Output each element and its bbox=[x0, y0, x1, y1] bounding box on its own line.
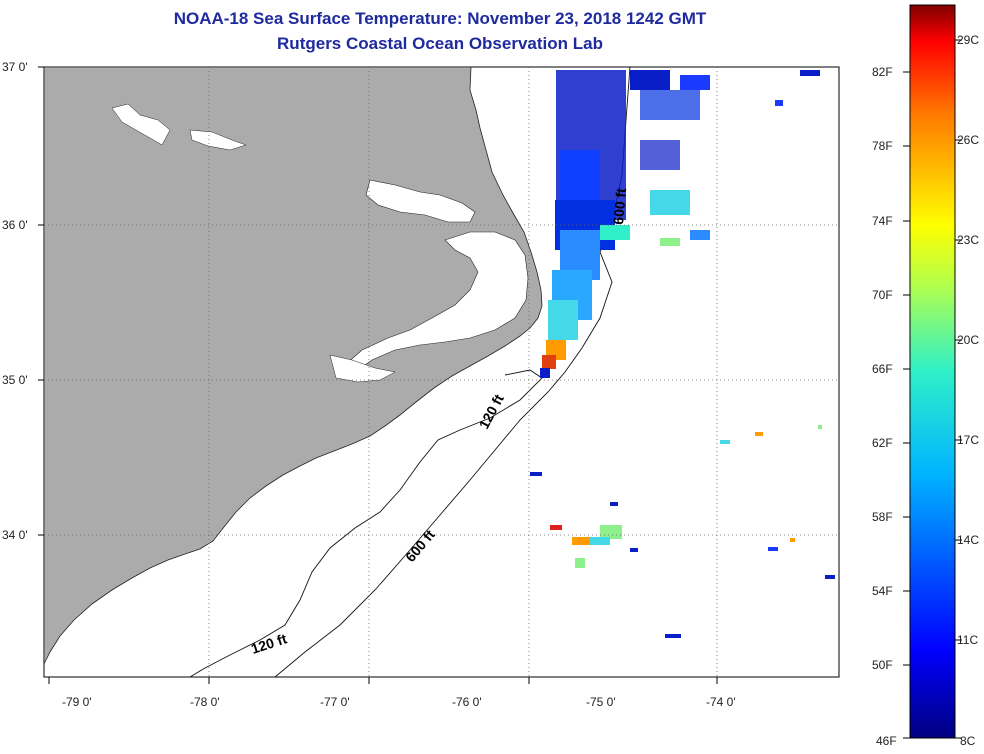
cbar-c-26: 26C bbox=[957, 133, 979, 147]
cbar-c-29: 29C bbox=[957, 33, 979, 47]
graticule bbox=[44, 67, 839, 677]
albemarle-sound bbox=[365, 179, 476, 223]
cbar-f-70: 70F bbox=[872, 288, 893, 302]
cbar-c-14: 14C bbox=[957, 533, 979, 547]
lake-white-2 bbox=[189, 129, 247, 151]
depth-label-600-north: 600 ft bbox=[610, 187, 629, 225]
cbar-f-62: 62F bbox=[872, 436, 893, 450]
pamlico-sound bbox=[344, 231, 529, 373]
lon-label-74: -74 0' bbox=[706, 695, 736, 709]
colorbar bbox=[909, 4, 956, 739]
colorbar-ticks bbox=[903, 39, 962, 739]
lon-label-79: -79 0' bbox=[62, 695, 92, 709]
cbar-c-8: 8C bbox=[960, 734, 976, 748]
cbar-f-78: 78F bbox=[872, 139, 893, 153]
cbar-f-66: 66F bbox=[872, 362, 893, 376]
cbar-f-46: 46F bbox=[876, 734, 897, 748]
lon-label-76: -76 0' bbox=[452, 695, 482, 709]
lat-label-37: 37 0' bbox=[2, 60, 28, 74]
cbar-c-17: 17C bbox=[957, 433, 979, 447]
cbar-f-54: 54F bbox=[872, 584, 893, 598]
map-title: NOAA-18 Sea Surface Temperature: Novembe… bbox=[173, 9, 707, 28]
lon-label-78: -78 0' bbox=[190, 695, 220, 709]
cbar-f-58: 58F bbox=[872, 510, 893, 524]
land-mass bbox=[44, 67, 543, 665]
lake-white bbox=[111, 103, 171, 146]
lon-label-77: -77 0' bbox=[320, 695, 350, 709]
cbar-f-50: 50F bbox=[872, 658, 893, 672]
map-subtitle: Rutgers Coastal Ocean Observation Lab bbox=[277, 34, 603, 53]
lon-label-75: -75 0' bbox=[586, 695, 616, 709]
axis-ticks bbox=[38, 66, 718, 684]
cbar-c-11: 11C bbox=[957, 633, 978, 647]
cbar-c-23: 23C bbox=[957, 233, 979, 247]
cbar-c-20: 20C bbox=[957, 333, 979, 347]
lat-label-34: 34 0' bbox=[2, 528, 28, 542]
lat-label-36: 36 0' bbox=[2, 218, 28, 232]
contour-120ft bbox=[189, 369, 543, 677]
cbar-f-74: 74F bbox=[872, 214, 893, 228]
river-estuary bbox=[329, 354, 396, 383]
cbar-f-82: 82F bbox=[872, 65, 893, 79]
lat-label-35: 35 0' bbox=[2, 373, 28, 387]
